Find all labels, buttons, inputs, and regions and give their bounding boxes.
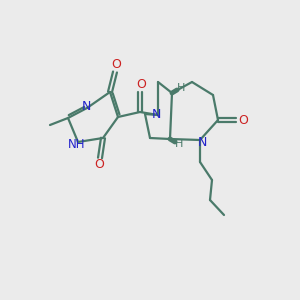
Text: O: O	[238, 113, 248, 127]
Text: N: N	[81, 100, 91, 113]
Text: O: O	[111, 58, 121, 71]
Text: N: N	[197, 136, 207, 148]
Text: H: H	[175, 139, 183, 149]
Text: O: O	[94, 158, 104, 172]
Text: NH: NH	[68, 137, 86, 151]
Text: O: O	[136, 79, 146, 92]
Text: H: H	[177, 83, 185, 93]
Text: N: N	[151, 107, 161, 121]
